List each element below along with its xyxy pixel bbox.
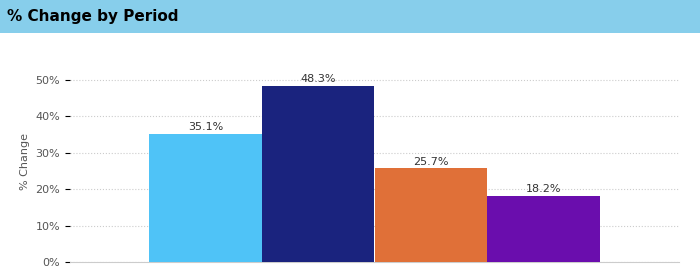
Text: 18.2%: 18.2% — [526, 184, 561, 194]
Text: 25.7%: 25.7% — [413, 157, 449, 167]
Text: % Change by Period: % Change by Period — [7, 9, 178, 24]
Bar — [374, 169, 487, 262]
Y-axis label: % Change: % Change — [20, 133, 30, 190]
Bar — [262, 86, 374, 262]
Text: 48.3%: 48.3% — [300, 74, 336, 84]
Legend: % Chg 2018/2017, % Chg 2019/2018, % Chg 2020/2019, % Chg 2021/2020: % Chg 2018/2017, % Chg 2019/2018, % Chg … — [27, 22, 491, 32]
Bar — [149, 134, 262, 262]
Text: 35.1%: 35.1% — [188, 122, 223, 132]
Bar — [487, 196, 600, 262]
